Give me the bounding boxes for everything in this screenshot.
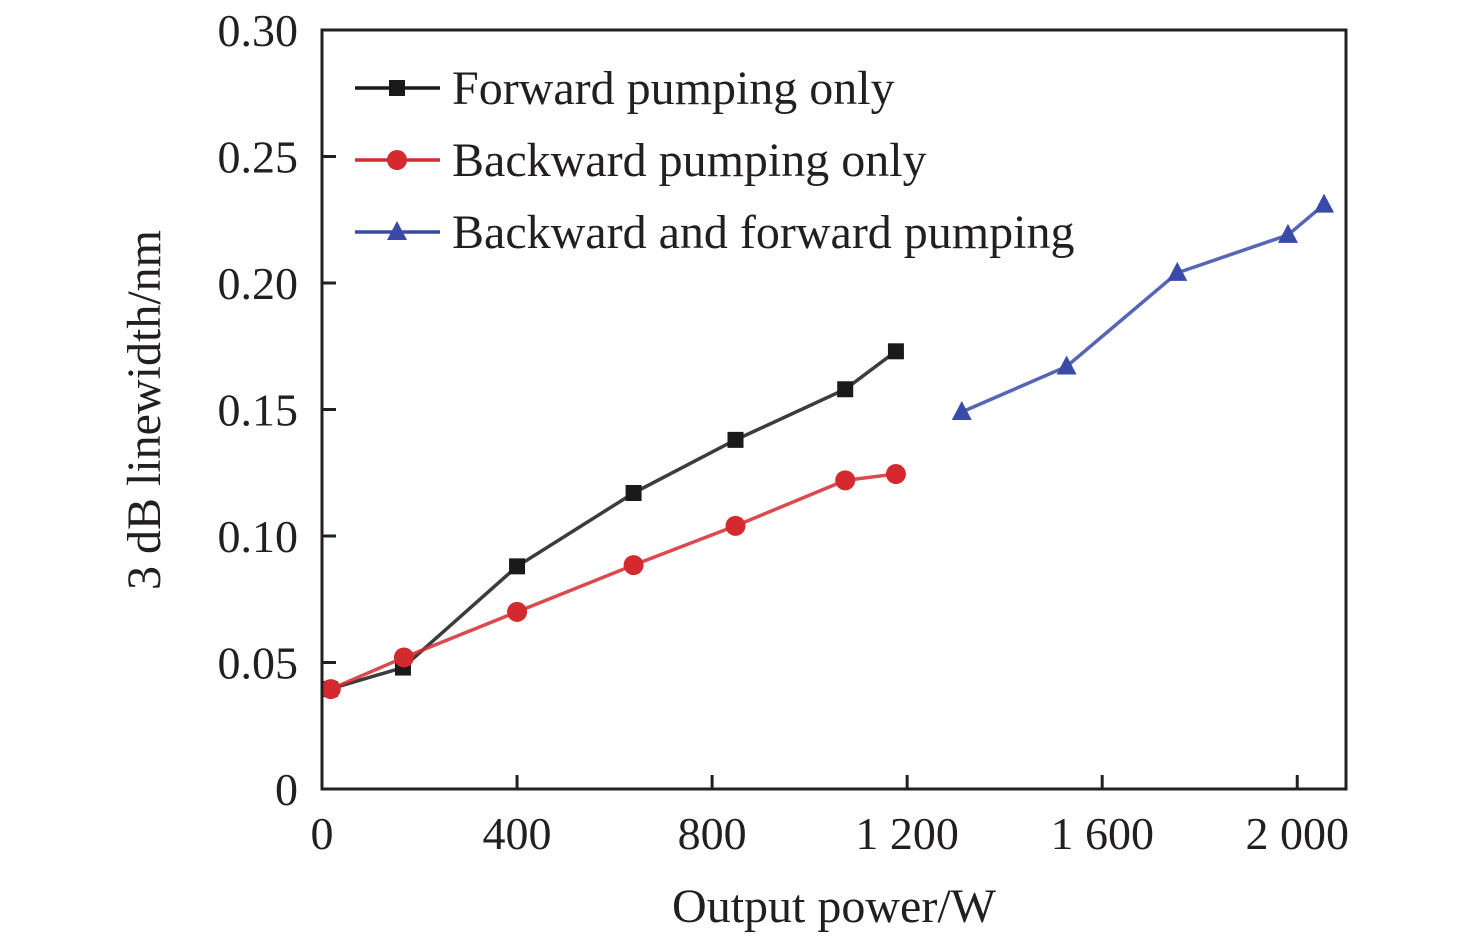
x-tick-label: 0 bbox=[311, 808, 334, 859]
triangle-marker bbox=[1314, 193, 1335, 213]
circle-marker bbox=[393, 647, 414, 668]
series-2 bbox=[951, 193, 1335, 421]
legend-label: Forward pumping only bbox=[452, 62, 895, 115]
square-marker bbox=[509, 558, 526, 575]
y-tick-label: 0.30 bbox=[218, 5, 299, 56]
square-marker bbox=[837, 381, 854, 398]
circle-marker bbox=[387, 150, 407, 170]
square-marker bbox=[887, 343, 904, 360]
legend-label: Backward pumping only bbox=[452, 134, 927, 187]
legend: Forward pumping only Backward pumping onl… bbox=[355, 62, 1074, 259]
triangle-marker bbox=[387, 221, 407, 240]
y-tick-label: 0.25 bbox=[218, 132, 299, 183]
square-marker bbox=[389, 80, 405, 96]
series-0 bbox=[321, 343, 904, 698]
series-layer bbox=[320, 193, 1335, 700]
circle-marker bbox=[835, 470, 856, 491]
square-marker bbox=[727, 431, 744, 448]
legend-label: Backward and forward pumping bbox=[452, 206, 1074, 259]
legend-item: Forward pumping only bbox=[355, 62, 895, 115]
x-tick-label: 400 bbox=[483, 808, 552, 859]
x-tick-label: 1 200 bbox=[855, 808, 959, 859]
series-line bbox=[329, 349, 897, 691]
legend-item: Backward and forward pumping bbox=[355, 206, 1074, 259]
y-tick-label: 0.05 bbox=[218, 638, 299, 689]
triangle-marker bbox=[1056, 355, 1077, 375]
series-1 bbox=[320, 464, 906, 700]
y-tick-label: 0 bbox=[275, 764, 298, 815]
y-tick-label: 0.15 bbox=[218, 385, 299, 436]
circle-marker bbox=[725, 515, 746, 536]
y-axis-label: 3 dB linewidth/nm bbox=[118, 230, 171, 590]
circle-marker bbox=[507, 601, 528, 622]
triangle-marker bbox=[951, 401, 972, 421]
triangle-marker bbox=[1167, 261, 1188, 281]
square-marker bbox=[625, 484, 642, 501]
triangle-marker bbox=[1277, 223, 1298, 243]
x-axis-label: Output power/W bbox=[672, 880, 997, 933]
circle-marker bbox=[885, 464, 906, 485]
y-tick-label: 0.20 bbox=[218, 258, 299, 309]
x-tick-label: 2 000 bbox=[1245, 808, 1349, 859]
circle-marker bbox=[320, 679, 341, 700]
x-tick-label: 800 bbox=[678, 808, 747, 859]
circle-marker bbox=[623, 555, 644, 576]
y-tick-label: 0.10 bbox=[218, 511, 299, 562]
ticks-layer: 0 400 800 1 200 1 600 2 000 0 0.05 0.10 0.15 0.20 0… bbox=[218, 5, 1349, 859]
legend-item: Backward pumping only bbox=[355, 134, 927, 187]
x-tick-label: 1 600 bbox=[1050, 808, 1154, 859]
